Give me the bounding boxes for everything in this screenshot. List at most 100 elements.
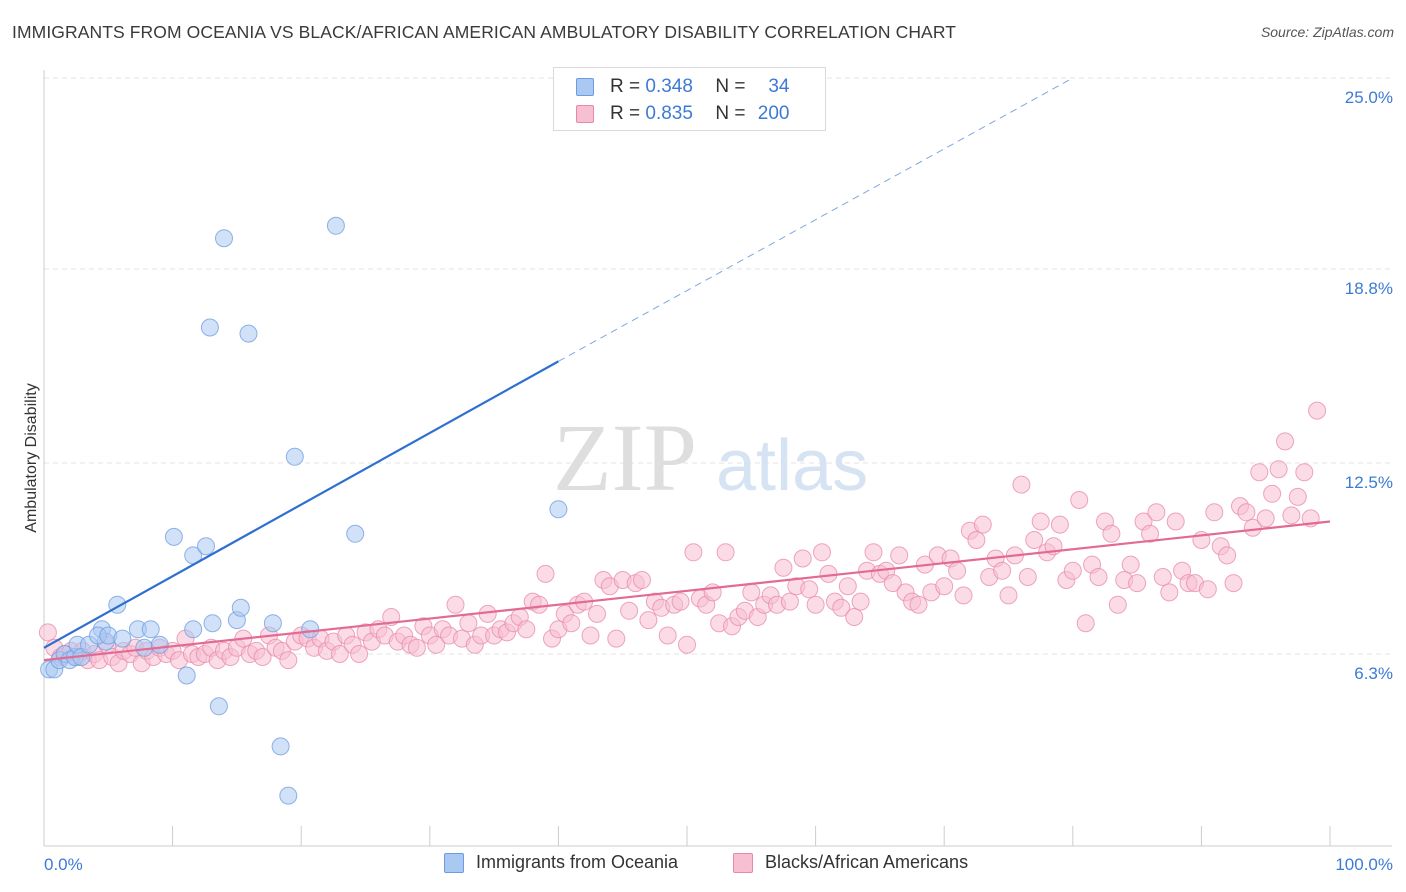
legend-swatch-black (576, 105, 594, 123)
oceania-point (177, 666, 196, 685)
black-point (1224, 574, 1243, 593)
legend-row-oceania: R = 0.348 N = 34 (576, 75, 790, 99)
black-point (935, 577, 954, 596)
y-tick-label: 18.8% (1345, 279, 1393, 298)
oceania-point (141, 620, 160, 639)
black-point (793, 549, 812, 568)
black-point (864, 543, 883, 562)
black-point (581, 626, 600, 645)
black-point (1218, 546, 1237, 565)
oceania-trend-line (43, 360, 559, 649)
series-oceania-points (40, 216, 568, 805)
black-point (1160, 583, 1179, 602)
black-point (774, 558, 793, 577)
black-point (780, 592, 799, 611)
oceania-point (271, 737, 290, 756)
black-point (1070, 491, 1089, 509)
black-point (838, 577, 857, 596)
black-point (1256, 509, 1275, 528)
oceania-point (301, 620, 320, 639)
black-point (330, 645, 349, 663)
black-point (1076, 614, 1095, 633)
oceania-point (215, 229, 233, 248)
black-point (1263, 484, 1282, 503)
black-point (1121, 555, 1140, 574)
black-point (633, 571, 651, 589)
black-point (909, 595, 928, 614)
black-point (607, 629, 626, 648)
black-point (800, 580, 819, 599)
legend-n-label: N = (715, 103, 746, 124)
black-point (1102, 524, 1121, 543)
black-point (253, 648, 272, 666)
series-legend-oceania: Immigrants from Oceania (444, 852, 678, 873)
black-point (350, 645, 369, 663)
black-point (459, 614, 478, 633)
black-point (1269, 460, 1288, 479)
black-point (742, 583, 761, 602)
series-legend-black: Blacks/African Americans (733, 852, 968, 873)
series-swatch-black (733, 852, 753, 873)
oceania-point (113, 629, 132, 648)
black-point (1237, 503, 1256, 522)
oceania-trend-extension (558, 77, 1074, 362)
axes (43, 70, 1392, 847)
black-point (954, 586, 973, 605)
y-tick-label: 6.3% (1354, 664, 1393, 683)
black-point (1108, 595, 1127, 614)
black-point (658, 626, 677, 645)
legend-r-label: R = (610, 103, 641, 124)
data-points (38, 216, 1327, 805)
x-tick-label: 100.0% (1335, 855, 1393, 874)
oceania-point (150, 635, 169, 654)
black-point (1250, 463, 1269, 482)
black-point (1031, 512, 1050, 531)
legend-n-label: N = (715, 76, 746, 97)
black-point (639, 611, 658, 630)
black-point (1089, 568, 1108, 586)
black-point (38, 623, 57, 642)
black-trend-line (43, 520, 1331, 662)
source-credit: Source: ZipAtlas.com (1260, 24, 1394, 40)
black-point (999, 586, 1018, 605)
black-point (446, 595, 465, 614)
legend-n-value: 200 (757, 103, 790, 124)
black-point (806, 595, 825, 614)
black-point (851, 592, 870, 611)
oceania-point (549, 500, 568, 519)
black-point (1018, 568, 1037, 586)
trend-lines (43, 77, 1331, 662)
black-point (1288, 487, 1307, 506)
black-point (973, 515, 992, 534)
black-point (530, 595, 549, 614)
black-point (588, 604, 606, 623)
oceania-point (263, 614, 282, 633)
black-point (1166, 512, 1185, 531)
chart-title: IMMIGRANTS FROM OCEANIA VS BLACK/AFRICAN… (12, 22, 957, 42)
legend-r-value: 0.348 (645, 76, 693, 97)
series-black-points (38, 401, 1327, 673)
black-point (407, 638, 426, 657)
oceania-point (200, 318, 219, 337)
stats-legend: R = 0.348 N = 34 R = 0.835 N = 200 (553, 67, 826, 131)
black-point (890, 546, 909, 565)
black-point (1243, 518, 1262, 537)
black-point (1308, 401, 1327, 420)
black-point (1295, 463, 1314, 482)
y-tick-label: 25.0% (1345, 88, 1393, 107)
y-axis-label: Ambulatory Disability (23, 383, 40, 532)
black-point (813, 543, 831, 562)
legend-row-black: R = 0.835 N = 200 (576, 102, 790, 126)
black-point (1205, 503, 1224, 522)
oceania-point (239, 324, 258, 343)
black-point (883, 574, 902, 593)
black-point (832, 598, 851, 617)
x-tick-labels: 0.0% 100.0% (44, 855, 1393, 874)
legend-r-label: R = (610, 76, 641, 97)
oceania-point (197, 537, 215, 556)
black-point (1153, 568, 1172, 586)
black-point (1025, 531, 1044, 549)
series-label-black: Blacks/African Americans (765, 852, 969, 872)
black-point (1198, 580, 1217, 599)
black-point (536, 564, 555, 583)
